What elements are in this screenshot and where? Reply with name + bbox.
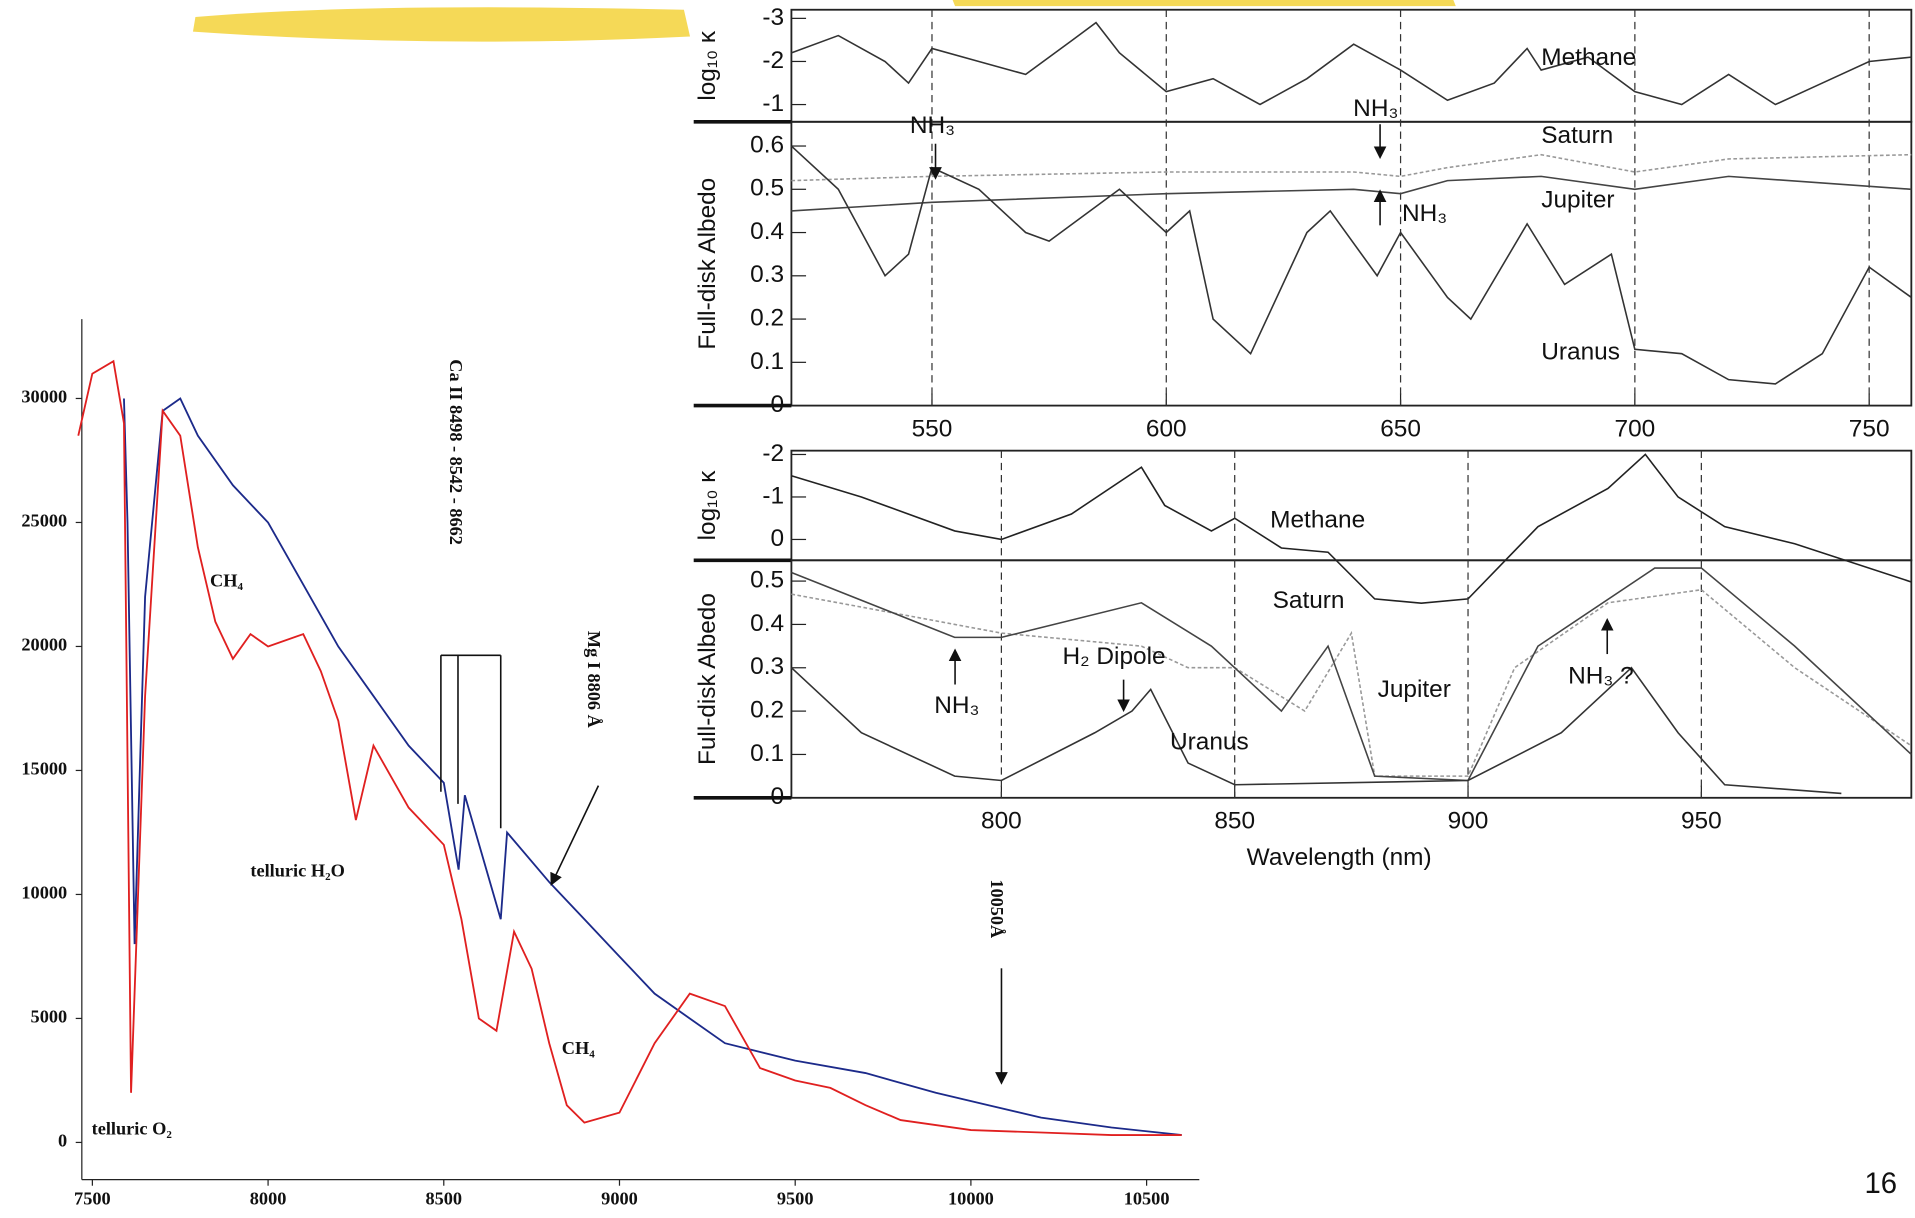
chart: -3 -2 -1 log₁₀ κ Methane: [694, 4, 1912, 122]
series-line: [124, 399, 1182, 1136]
y-tick-label: 0.6: [750, 131, 784, 158]
decor-brush: [953, 0, 1456, 6]
y-tick-label: -2: [762, 440, 784, 467]
series-line: [791, 590, 1911, 776]
page-number: 16: [1865, 1168, 1898, 1200]
y-axis-label: log₁₀ κ: [694, 470, 721, 541]
y-tick-label: 20000: [21, 635, 67, 655]
x-tick-label: 550: [912, 415, 953, 442]
y-tick-label: 0.1: [750, 348, 784, 375]
x-tick-label: 10000: [948, 1189, 994, 1209]
y-tick-label: 0: [770, 783, 784, 810]
x-tick-label: 8500: [425, 1189, 462, 1209]
series-label: Methane: [1541, 44, 1636, 71]
annotation-arrow: [552, 786, 598, 883]
series-line: [791, 23, 1911, 105]
y-tick-label: 0.5: [750, 567, 784, 594]
annotation: NH₃ ?: [1568, 663, 1634, 690]
annotation: NH₃: [910, 112, 955, 139]
y-tick-label: 10000: [21, 883, 67, 903]
series-line: [791, 568, 1911, 780]
annotation: 10050Å: [987, 879, 1007, 939]
x-tick-label: 700: [1615, 415, 1656, 442]
y-tick-label: 0.2: [750, 697, 784, 724]
y-tick-label: 5000: [31, 1007, 68, 1027]
series-label: Jupiter: [1541, 186, 1614, 213]
annotation: CH₄: [210, 570, 243, 590]
x-tick-label: 750: [1849, 415, 1890, 442]
x-tick-label: 950: [1681, 808, 1722, 835]
y-tick-label: 15000: [21, 759, 67, 779]
y-axis-label: log₁₀ κ: [694, 30, 721, 101]
annotation: NH₃: [934, 692, 979, 719]
decor-brush: [193, 7, 690, 41]
series-label: Methane: [1270, 507, 1365, 534]
y-tick-label: 0.4: [750, 610, 784, 637]
x-tick-label: 10500: [1124, 1189, 1170, 1209]
y-tick-label: 30000: [21, 387, 67, 407]
y-tick-label: -2: [762, 47, 784, 74]
chart: -2 -1 0 log₁₀ κ Methane: [694, 440, 1912, 603]
y-tick-label: 0.5: [750, 175, 784, 202]
series-label: Saturn: [1273, 587, 1345, 614]
annotation: Ca II 8498 - 8542 - 8662: [446, 359, 466, 545]
y-tick-label: 0: [58, 1131, 67, 1151]
y-tick-label: 0.3: [750, 653, 784, 680]
x-tick-label: 7500: [74, 1189, 111, 1209]
series-label: Uranus: [1170, 728, 1249, 755]
x-tick-label: 650: [1380, 415, 1421, 442]
series-line: [78, 361, 1181, 1135]
y-tick-label: 0.4: [750, 218, 784, 245]
y-tick-label: 0: [770, 525, 784, 552]
annotation: CH₄: [562, 1038, 595, 1058]
y-tick-label: 0: [770, 391, 784, 418]
x-axis-label: Wavelength (nm): [1247, 844, 1432, 871]
annotation: telluric O₂: [92, 1119, 173, 1139]
series-line: [791, 176, 1911, 211]
y-tick-label: -1: [762, 90, 784, 117]
annotation: NH₃: [1353, 95, 1398, 122]
plot-frame: [791, 560, 1911, 798]
y-tick-label: 0.1: [750, 740, 784, 767]
annotation: telluric H₂O: [250, 860, 344, 880]
x-tick-label: 9500: [777, 1189, 814, 1209]
y-tick-label: 0.3: [750, 261, 784, 288]
series-label: Saturn: [1541, 122, 1613, 149]
plot-frame: [791, 10, 1911, 122]
plot-frame: [791, 122, 1911, 406]
y-tick-label: 25000: [21, 511, 67, 531]
y-tick-label: 0.2: [750, 305, 784, 332]
y-tick-label: -3: [762, 4, 784, 31]
x-tick-label: 800: [981, 808, 1022, 835]
plot-frame: [791, 451, 1911, 561]
x-tick-label: 900: [1448, 808, 1489, 835]
series-line: [791, 146, 1911, 384]
x-tick-label: 9000: [601, 1189, 638, 1209]
series-line: [791, 668, 1841, 794]
y-tick-label: -1: [762, 482, 784, 509]
x-tick-label: 850: [1214, 808, 1255, 835]
y-axis-label: Full-disk Albedo: [694, 178, 721, 350]
series-label: Uranus: [1541, 339, 1620, 366]
annotation: NH₃: [1402, 200, 1447, 227]
annotation: Mg I 8806 Å: [584, 631, 604, 729]
y-axis-label: Full-disk Albedo: [694, 593, 721, 765]
series-label: Jupiter: [1378, 676, 1451, 703]
annotation: H₂ Dipole: [1063, 643, 1166, 670]
x-tick-label: 600: [1146, 415, 1187, 442]
x-tick-label: 8000: [250, 1189, 287, 1209]
slide: 16 0500010000150002000025000300007500800…: [0, 0, 1915, 1218]
